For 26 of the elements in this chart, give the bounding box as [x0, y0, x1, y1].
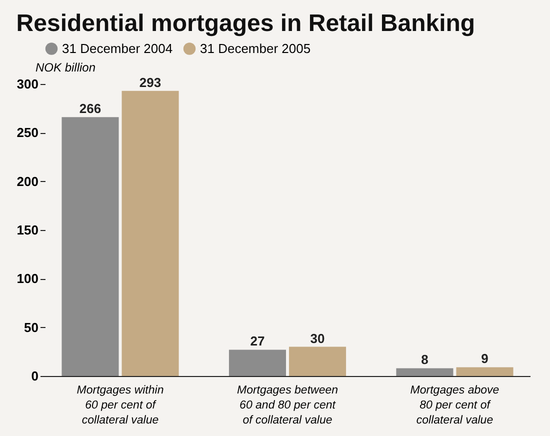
bar	[228, 350, 286, 376]
chart-title: Residential mortgages in Retail Banking	[16, 10, 476, 37]
y-axis-title: NOK billion	[36, 60, 96, 74]
y-tick-label: 150	[16, 222, 38, 238]
x-tick-label: Mortgages within 60 per cent of collateral value	[76, 384, 164, 426]
y-tick-label: 0	[31, 368, 38, 384]
bar	[122, 90, 179, 376]
bar	[456, 367, 514, 376]
data-label: 9	[481, 351, 488, 366]
data-label: 27	[250, 334, 265, 349]
data-label: 266	[79, 101, 102, 116]
bar	[396, 368, 454, 376]
data-label: 293	[139, 74, 162, 90]
bar	[289, 346, 346, 376]
y-tick-label: 50	[24, 320, 38, 335]
y-tick-label: 100	[16, 271, 38, 286]
data-label: 30	[310, 330, 325, 346]
x-tick-label: Mortgages above 80 per cent of collateral value	[410, 384, 500, 426]
x-tick-label: Mortgages between 60 and 80 per cent of collateral value	[236, 384, 338, 426]
data-label: 8	[421, 352, 428, 368]
legend-label: 31 December 2005	[200, 40, 311, 56]
legend-label: 31 December 2004	[62, 40, 173, 56]
y-tick-label: 250	[16, 125, 38, 140]
bar	[62, 117, 119, 376]
y-tick-label: 200	[16, 174, 38, 189]
y-tick-label: 300	[16, 76, 38, 92]
